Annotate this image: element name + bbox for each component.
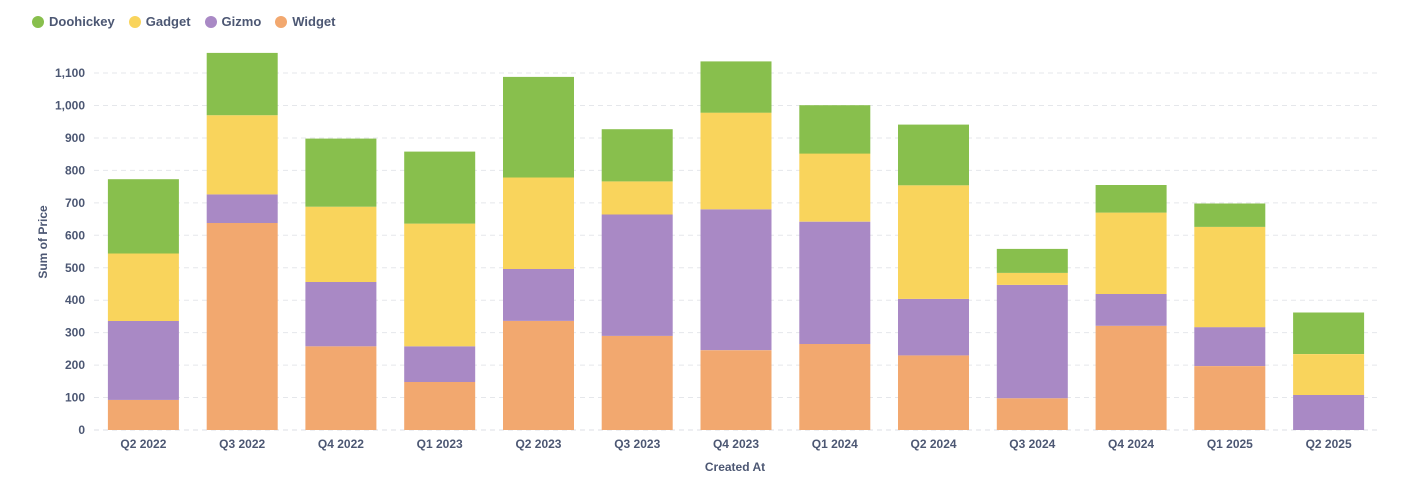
y-tick-label: 700 [65, 196, 85, 210]
bar-doohickey-q2-2025[interactable] [1293, 312, 1365, 355]
bar-gizmo-q4-2023[interactable] [700, 209, 772, 351]
bar-gadget-q1-2024[interactable] [799, 153, 871, 222]
x-tick-label: Q1 2023 [417, 437, 463, 451]
bar-gizmo-q2-2025[interactable] [1293, 395, 1365, 430]
bar-doohickey-q3-2023[interactable] [601, 129, 673, 182]
legend-item-doohickey[interactable]: Doohickey [32, 14, 115, 29]
bar-gadget-q3-2023[interactable] [601, 181, 673, 215]
bar-widget-q3-2024[interactable] [996, 398, 1068, 430]
bar-doohickey-q4-2024[interactable] [1095, 185, 1167, 213]
chart-legend: Doohickey Gadget Gizmo Widget [32, 14, 336, 29]
x-tick-label: Q2 2022 [120, 437, 166, 451]
bar-widget-q2-2023[interactable] [503, 321, 574, 430]
y-tick-label: 1,000 [55, 99, 85, 113]
y-axis: 0 100 200 300 400 500 600 700 800 900 1,000 1,100 [55, 66, 85, 437]
bar-gizmo-q2-2022[interactable] [107, 321, 179, 400]
legend-item-gadget[interactable]: Gadget [128, 14, 191, 29]
y-tick-label: 900 [65, 131, 85, 145]
bar-doohickey-q2-2023[interactable] [503, 76, 574, 178]
bar-gizmo-q4-2022[interactable] [305, 282, 377, 347]
y-tick-label: 500 [65, 261, 85, 275]
legend-label: Gadget [145, 14, 191, 29]
bar-widget-q2-2024[interactable] [898, 355, 969, 430]
bar-gizmo-q4-2024[interactable] [1095, 294, 1167, 326]
x-tick-label: Q4 2022 [318, 437, 364, 451]
bar-widget-q2-2022[interactable] [107, 399, 179, 430]
bar-gizmo-q3-2023[interactable] [601, 214, 673, 336]
x-tick-label: Q2 2023 [515, 437, 561, 451]
y-tick-label: 200 [65, 358, 85, 372]
y-tick-label: 1,100 [55, 66, 85, 80]
y-tick-label: 300 [65, 326, 85, 340]
bar-gizmo-q2-2024[interactable] [898, 298, 969, 356]
bar-doohickey-q1-2024[interactable] [799, 105, 871, 154]
y-axis-title: Sum of Price [36, 205, 50, 279]
bar-doohickey-q4-2023[interactable] [700, 61, 772, 113]
bars [107, 52, 1365, 430]
bar-gadget-q2-2024[interactable] [898, 185, 969, 299]
bar-gadget-q4-2024[interactable] [1095, 212, 1167, 294]
x-tick-label: Q4 2024 [1108, 437, 1154, 451]
y-tick-label: 100 [65, 391, 85, 405]
x-tick-label: Q3 2022 [219, 437, 265, 451]
legend-dot-icon [204, 15, 217, 28]
bar-doohickey-q4-2022[interactable] [305, 138, 377, 207]
legend-item-widget[interactable]: Widget [275, 14, 336, 29]
x-tick-label: Q1 2024 [812, 437, 858, 451]
bar-gizmo-q3-2024[interactable] [996, 284, 1068, 399]
y-tick-label: 0 [78, 423, 85, 437]
x-tick-label: Q2 2025 [1306, 437, 1352, 451]
bar-widget-q3-2023[interactable] [601, 335, 673, 430]
legend-label: Gizmo [221, 14, 262, 29]
bar-gizmo-q1-2024[interactable] [799, 221, 871, 344]
legend-dot-icon [32, 15, 44, 28]
x-tick-label: Q4 2023 [713, 437, 759, 451]
x-tick-label: Q2 2024 [911, 437, 957, 451]
bar-doohickey-q1-2023[interactable] [404, 151, 476, 224]
x-axis: Q2 2022 Q3 2022 Q4 2022 Q1 2023 Q2 2023 Q3 20… [120, 437, 1352, 451]
bar-gadget-q4-2022[interactable] [305, 206, 377, 282]
bar-gizmo-q3-2022[interactable] [206, 194, 278, 223]
bar-widget-q1-2024[interactable] [799, 344, 871, 430]
legend-dot-icon [275, 15, 288, 28]
y-tick-label: 400 [65, 293, 85, 307]
bar-gadget-q4-2023[interactable] [700, 112, 772, 210]
y-tick-label: 600 [65, 228, 85, 242]
bar-doohickey-q3-2022[interactable] [206, 52, 278, 116]
bar-widget-q3-2022[interactable] [206, 223, 278, 430]
bar-doohickey-q1-2025[interactable] [1194, 203, 1266, 227]
bar-gadget-q1-2023[interactable] [404, 223, 476, 347]
legend-label: Widget [292, 14, 336, 29]
bar-doohickey-q3-2024[interactable] [996, 248, 1068, 273]
bar-gadget-q3-2024[interactable] [996, 272, 1068, 285]
bar-gizmo-q2-2023[interactable] [503, 269, 574, 321]
bar-doohickey-q2-2024[interactable] [898, 124, 969, 186]
x-axis-title: Created At [705, 460, 765, 474]
bar-gadget-q2-2025[interactable] [1293, 354, 1365, 395]
bar-gadget-q3-2022[interactable] [206, 115, 278, 195]
y-tick-label: 800 [65, 163, 85, 177]
bar-widget-q4-2024[interactable] [1095, 325, 1167, 430]
bar-gadget-q2-2023[interactable] [503, 177, 574, 270]
bar-widget-q1-2023[interactable] [404, 382, 476, 430]
bar-widget-q4-2022[interactable] [305, 346, 377, 430]
bar-gizmo-q1-2023[interactable] [404, 346, 476, 382]
x-tick-label: Q1 2025 [1207, 437, 1253, 451]
bar-widget-q4-2023[interactable] [700, 350, 772, 430]
x-tick-label: Q3 2023 [614, 437, 660, 451]
legend-item-gizmo[interactable]: Gizmo [204, 14, 262, 29]
legend-dot-icon [128, 15, 141, 28]
bar-widget-q1-2025[interactable] [1194, 366, 1266, 430]
x-tick-label: Q3 2024 [1009, 437, 1055, 451]
legend-label: Doohickey [49, 14, 115, 29]
bar-gadget-q1-2025[interactable] [1194, 226, 1266, 328]
bar-doohickey-q2-2022[interactable] [107, 179, 179, 254]
bar-gizmo-q1-2025[interactable] [1194, 327, 1266, 366]
bar-gadget-q2-2022[interactable] [107, 253, 179, 322]
